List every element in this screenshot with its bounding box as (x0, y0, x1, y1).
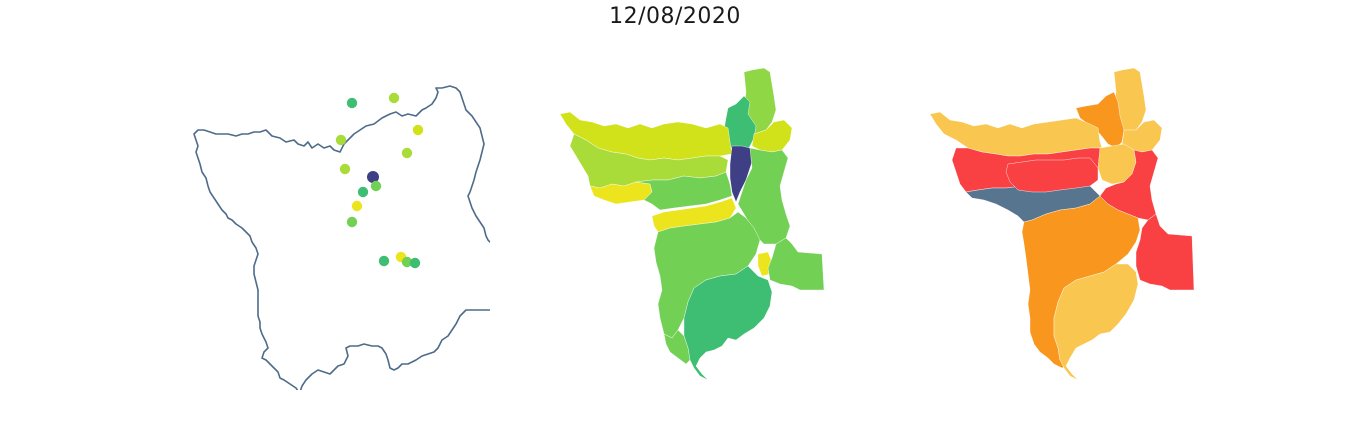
choropleth-risk-svg (929, 67, 1195, 381)
station-point[interactable] (339, 163, 351, 175)
municipality-choropleth-viridis (500, 50, 860, 390)
station-points-map (130, 50, 490, 390)
choropleth-viridis-svg (559, 67, 825, 381)
station-point[interactable] (401, 256, 413, 268)
municipality-choropleth-risk (870, 50, 1230, 390)
station-point[interactable] (401, 147, 413, 159)
region-southeast-lightgreen[interactable] (767, 237, 825, 291)
station-point[interactable] (357, 186, 369, 198)
region-northeast-lime[interactable] (751, 119, 793, 153)
state-outline (193, 85, 490, 390)
station-point[interactable] (378, 255, 390, 267)
region-center-lightgreen[interactable] (635, 171, 733, 211)
station-point[interactable] (409, 257, 421, 269)
station-point[interactable] (388, 92, 400, 104)
station-point[interactable] (346, 97, 358, 109)
station-points-layer (335, 92, 424, 269)
station-point[interactable] (367, 171, 379, 183)
station-point[interactable] (370, 180, 382, 192)
station-point[interactable] (346, 216, 358, 228)
station-map-svg (193, 85, 490, 390)
risk-center-red[interactable] (1005, 157, 1099, 193)
figure-title: 12/08/2020 (609, 4, 741, 29)
risk-south-yellow[interactable] (1053, 263, 1139, 381)
region-south-tip-lightgreen[interactable] (663, 329, 691, 365)
risk-southeast-red[interactable] (1135, 213, 1195, 291)
station-point[interactable] (335, 134, 347, 146)
station-point[interactable] (412, 124, 424, 136)
station-point[interactable] (351, 200, 363, 212)
region-center-dark[interactable] (729, 145, 755, 203)
